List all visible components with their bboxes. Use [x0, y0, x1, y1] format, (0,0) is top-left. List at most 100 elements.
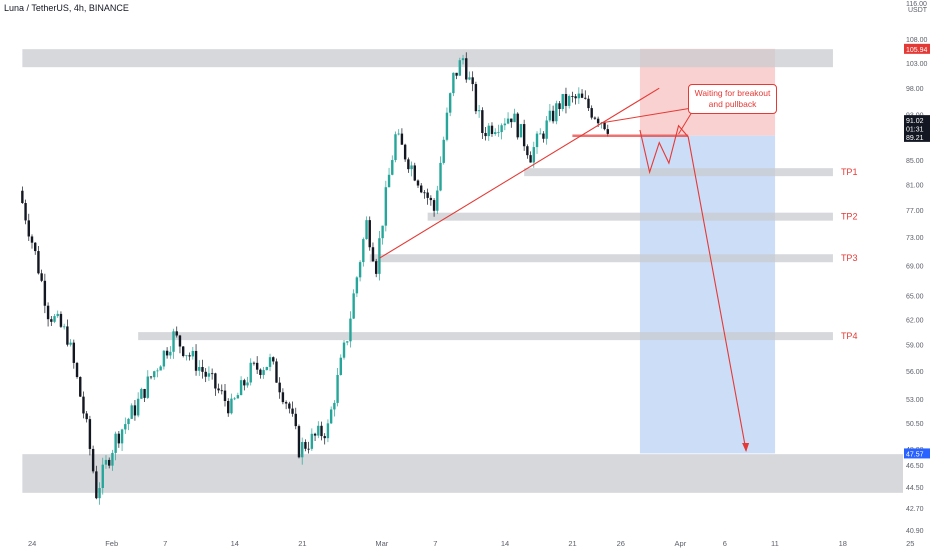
y-tick-label: 42.70: [906, 506, 924, 513]
candle-body: [394, 134, 397, 161]
candle-body: [278, 382, 281, 393]
candle-body: [69, 342, 72, 345]
x-tick-label: 7: [433, 539, 437, 548]
x-tick-label: 21: [298, 539, 306, 548]
candle-body: [503, 123, 507, 126]
candle-body: [27, 220, 30, 237]
candle-body: [175, 331, 178, 336]
candle-body: [555, 103, 558, 122]
candle-body: [352, 293, 355, 319]
candle-body: [458, 60, 462, 76]
candle-body: [596, 118, 600, 124]
x-tick-label: 11: [771, 539, 779, 548]
symbol-title: Luna / TetherUS, 4h, BINANCE: [4, 3, 129, 13]
candle-body: [114, 433, 117, 453]
candle-body: [66, 326, 69, 345]
candle-body: [487, 125, 490, 137]
level-band: [22, 49, 833, 68]
candle-body: [461, 58, 465, 61]
candle-body: [230, 398, 233, 414]
y-tick-label: 81.00: [906, 182, 924, 189]
candle-body: [198, 367, 201, 371]
candle-body: [564, 94, 568, 106]
y-tick-label: 77.00: [906, 208, 924, 215]
candle-body: [313, 433, 317, 436]
candle-body: [439, 162, 442, 191]
candle-body: [146, 376, 149, 398]
candle-body: [191, 350, 195, 357]
candle-body: [24, 203, 27, 221]
x-tick-label: Mar: [375, 539, 388, 548]
candle-body: [101, 464, 104, 489]
x-tick-label: 18: [839, 539, 847, 548]
price-marker: [904, 43, 930, 54]
candle-body: [56, 313, 59, 317]
candle-body: [120, 429, 124, 444]
candle-body: [255, 362, 259, 370]
y-tick-label: 46.50: [906, 463, 924, 470]
candle-body: [342, 342, 346, 358]
ascending-trendline[interactable]: [379, 87, 660, 259]
candle-body: [448, 93, 452, 113]
price-marker-label: 47.57: [906, 451, 924, 458]
candle-body: [574, 96, 577, 99]
candle-body: [220, 390, 223, 392]
callout-pointer-2: [678, 111, 693, 135]
level-band: [22, 454, 904, 493]
level-band: [138, 332, 833, 341]
x-tick-label: Feb: [105, 539, 118, 548]
x-tick-label: 6: [723, 539, 727, 548]
candle-body: [474, 84, 478, 112]
candle-body: [539, 133, 542, 135]
candle-body: [288, 403, 291, 409]
candle-body: [37, 251, 40, 274]
candle-body: [62, 326, 66, 328]
callout-line-2: and pullback: [708, 99, 757, 109]
candle-body: [153, 371, 156, 378]
candle-body: [317, 425, 320, 436]
candle-body: [130, 405, 133, 419]
candle-body: [542, 133, 545, 139]
candle-body: [384, 187, 388, 226]
band-label-tp2: TP2: [841, 212, 858, 222]
candle-body: [494, 132, 497, 134]
candle-body: [455, 72, 458, 76]
candle-body: [40, 273, 43, 281]
price-marker: [904, 131, 930, 142]
candle-body: [30, 236, 34, 243]
x-tick-label: 14: [501, 539, 509, 548]
breakout-callout[interactable]: Waiting for breakout and pullback: [688, 84, 777, 114]
candle-body: [281, 392, 285, 403]
candle-body: [207, 373, 211, 377]
y-tick-label: 56.00: [906, 369, 924, 376]
y-tick-label: 53.00: [906, 397, 924, 404]
candle-body: [371, 247, 375, 262]
candle-body: [593, 117, 597, 119]
x-tick-label: 14: [231, 539, 239, 548]
candle-body: [529, 155, 532, 163]
candle-body: [590, 108, 593, 118]
candle-body: [21, 190, 24, 204]
candle-body: [72, 342, 76, 363]
candle-body: [127, 418, 130, 425]
x-tick-label: 26: [617, 539, 625, 548]
projection-arrowhead: [742, 442, 750, 452]
candle-body: [362, 239, 365, 263]
candle-body: [75, 362, 79, 378]
candle-body: [452, 72, 455, 94]
candle-body: [580, 93, 584, 98]
candle-body: [249, 362, 252, 383]
candle-body: [188, 355, 191, 357]
candle-body: [95, 471, 98, 499]
projected-path[interactable]: [639, 124, 747, 452]
candle-body: [294, 413, 297, 427]
y-tick-label: 103.00: [906, 61, 928, 68]
candle-body: [603, 122, 606, 130]
candle-body: [291, 408, 294, 414]
candle-body: [365, 220, 368, 240]
candle-body: [323, 436, 326, 439]
candle-body: [403, 144, 407, 160]
candle-body: [181, 346, 185, 356]
